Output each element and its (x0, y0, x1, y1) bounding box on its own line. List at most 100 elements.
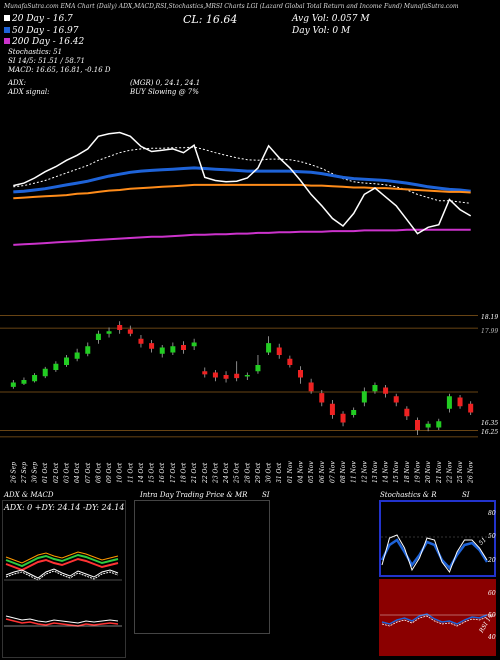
price-label-1: 18.19 (481, 314, 499, 321)
candle-body (117, 325, 123, 330)
adx-signal-label: ADX signal: (8, 88, 50, 96)
candle-body (10, 382, 16, 387)
ema200-legend: 200 Day - 16.42 (12, 37, 85, 47)
ema-line-ema200 (13, 228, 471, 246)
date-label: 14 Nov (383, 461, 390, 483)
candle-body (308, 382, 314, 392)
date-label: 10 Oct (117, 462, 124, 483)
date-label: 21 Nov (436, 461, 443, 484)
date-label: 29 Oct (255, 462, 262, 484)
rsi-tick-50: 50 (488, 612, 496, 619)
candle-body (276, 347, 282, 355)
candle-body (415, 420, 420, 430)
candle-body (372, 385, 378, 392)
date-label: 30 Oct (266, 462, 273, 483)
intraday-panel-title: Intra Day Trading Price & MR (140, 491, 248, 499)
candle-body (404, 408, 410, 417)
date-label: 30 Sep (32, 462, 39, 483)
candle-body (159, 347, 165, 354)
candle-body (446, 396, 452, 409)
candle-body (138, 338, 144, 344)
date-label: 17 Oct (170, 462, 177, 483)
adx-panel-title: ADX & MACD (4, 491, 54, 499)
date-label: 15 Oct (149, 462, 156, 483)
ema50-swatch (4, 27, 10, 33)
candle-body (223, 375, 229, 379)
day-volume: Day Vol: 0 M (292, 26, 351, 36)
date-label: 06 Nov (319, 461, 326, 483)
price-label-3: 16.35 (481, 420, 499, 427)
stoch-tick-20: 20 (488, 557, 496, 564)
date-label: 04 Nov (298, 461, 305, 483)
intraday-panel (134, 500, 270, 634)
date-label: 02 Oct (53, 462, 60, 483)
macd-signal-line (5, 570, 119, 581)
date-label: 14 Oct (138, 462, 145, 483)
date-label: 13 Nov (372, 461, 379, 483)
adx-readout: ADX: 0 +DY: 24.14 -DY: 24.14 (4, 503, 125, 512)
stoch-tick-50: 50 (488, 533, 496, 540)
date-label: 11 Nov (351, 461, 358, 483)
date-label: 20 Nov (425, 461, 432, 484)
price-charts: 26 Sep 27 Sep 30 Sep 01 Oct 02 Oct 03 Oct 04 O… (0, 131, 478, 484)
avg-volume: Avg Vol: 0.057 M (292, 14, 370, 24)
date-label: 21 Oct (191, 462, 198, 484)
ema-chart (13, 131, 472, 246)
date-label: 31 Oct (276, 462, 283, 483)
candle-body (64, 357, 69, 365)
stoch-si-label: SI (462, 491, 470, 499)
candle-body (170, 346, 176, 353)
rsi-signal-line (381, 615, 488, 627)
adx-label: ADX: (8, 79, 27, 87)
date-label: 24 Oct (223, 462, 230, 484)
date-label: 11 Oct (127, 462, 134, 483)
adx-di-plus-line (5, 553, 119, 568)
candle-body (255, 365, 261, 372)
candle-body (393, 396, 399, 403)
date-label: 26 Sep (10, 462, 17, 484)
candle-body (95, 333, 101, 340)
candle-body (202, 371, 208, 375)
date-label: 05 Nov (308, 461, 315, 483)
candle-body (21, 380, 27, 384)
si-readout: SI 14/5: 51.51 / 58.71 (8, 57, 85, 65)
candle-body (42, 368, 48, 377)
date-label: 22 Oct (202, 462, 209, 484)
candle-body (127, 329, 133, 334)
date-label: 23 Oct (212, 462, 219, 484)
macd-line (5, 568, 119, 579)
date-label: 16 Oct (159, 462, 166, 483)
candle-body (74, 352, 80, 359)
date-label: 08 Nov (340, 461, 347, 483)
stoch-tick-80: 80 (488, 510, 496, 517)
price-label-4: 16.25 (481, 429, 499, 436)
price-label-2: 17.99 (481, 328, 499, 335)
adx-line (5, 551, 119, 564)
candle-body (361, 391, 367, 403)
date-label: 12 Nov (361, 461, 368, 483)
candle-body (149, 343, 155, 349)
candle-body (191, 342, 197, 347)
date-label: 28 Oct (244, 462, 251, 484)
adx-panel (2, 500, 126, 658)
rsi-line (381, 613, 488, 625)
date-label: 19 Nov (415, 461, 422, 483)
source-line: MunafaSutra.com EMA Chart (Daily) ADX,MA… (4, 3, 459, 10)
date-label: 01 Nov (287, 461, 294, 483)
date-label: 15 Nov (393, 461, 400, 483)
stoch-d-line (381, 534, 488, 574)
date-label: 18 Oct (181, 462, 188, 483)
intraday-si-label: SI (262, 491, 270, 499)
ema200-swatch (4, 38, 10, 44)
date-label: 01 Oct (42, 462, 49, 483)
date-label: 26 Nov (468, 461, 475, 484)
date-label: 04 Oct (74, 462, 81, 483)
date-label: 18 Nov (404, 461, 411, 483)
candle-body (340, 413, 346, 423)
date-label: 08 Oct (95, 462, 102, 483)
rsi-tick-40: 40 (488, 634, 496, 641)
stoch-panel-title: Stochastics & R (380, 491, 437, 499)
candle-body (266, 343, 272, 353)
date-label: 07 Nov (329, 461, 336, 483)
